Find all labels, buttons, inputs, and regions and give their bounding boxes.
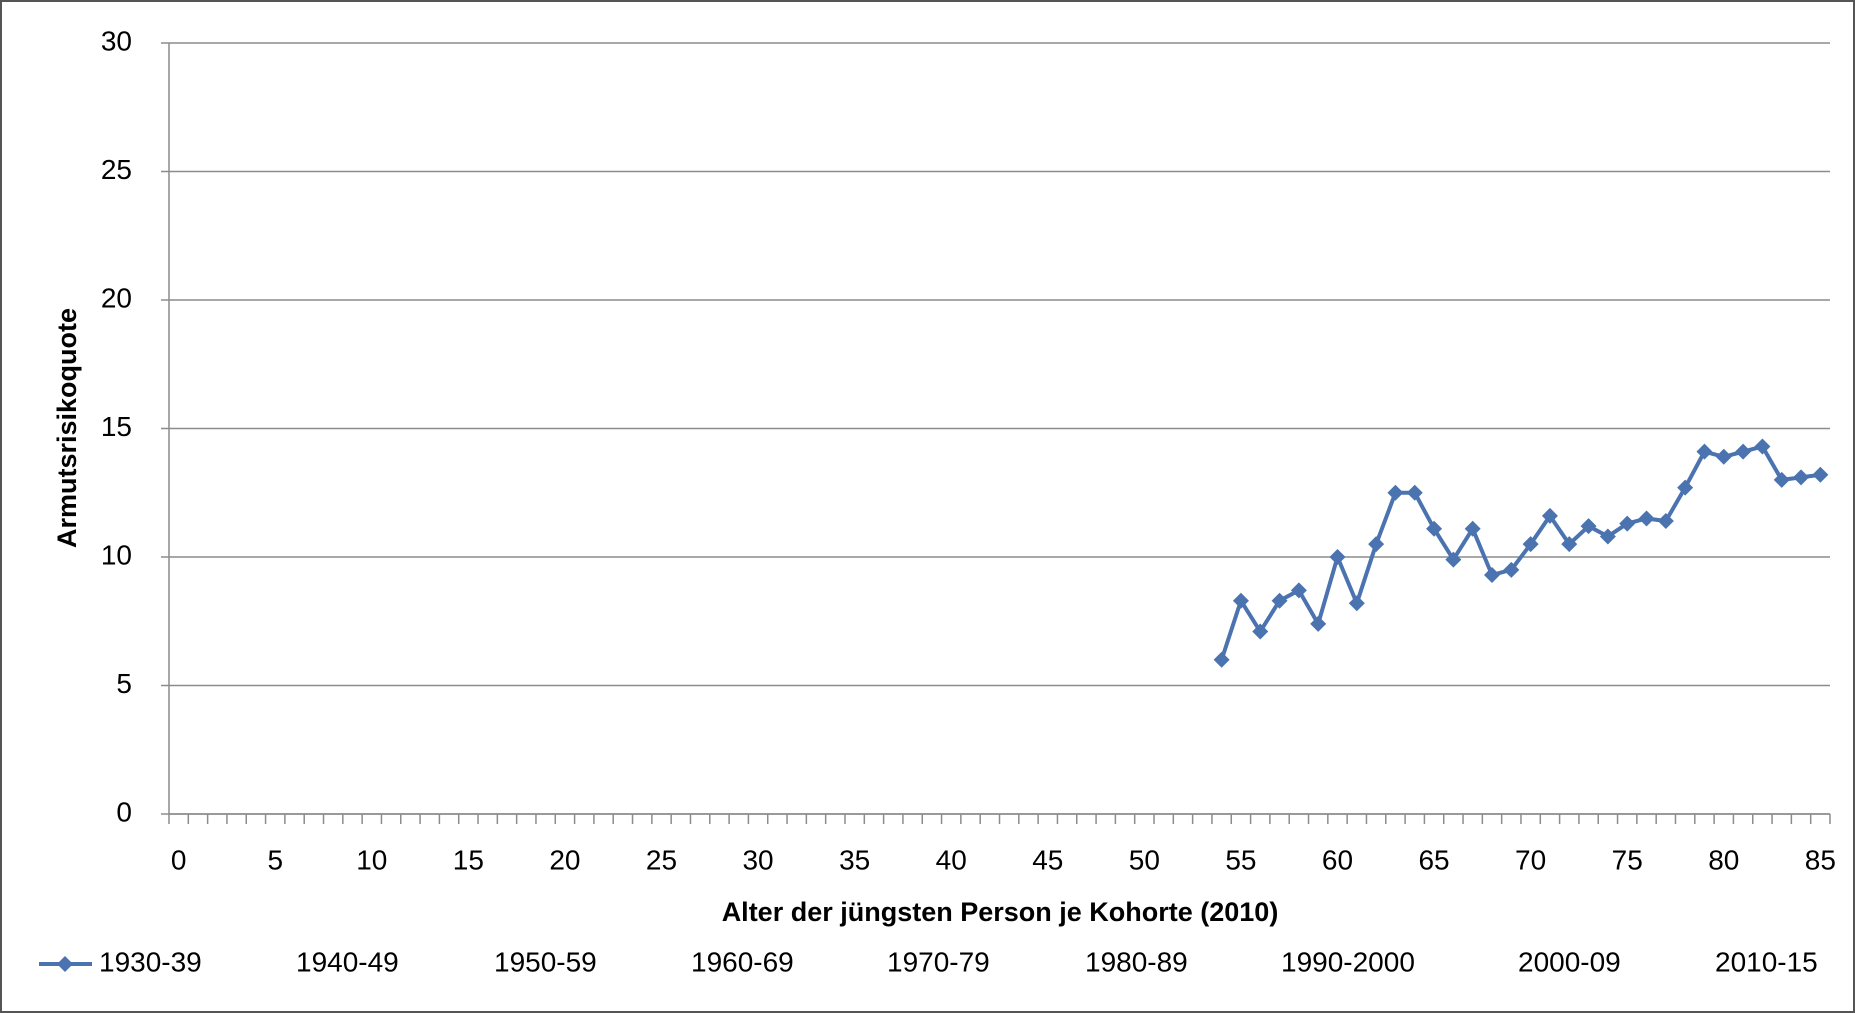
data-point (1426, 520, 1443, 537)
data-point (1677, 479, 1694, 496)
data-point (1484, 566, 1501, 583)
y-tick-label: 10 (101, 539, 132, 570)
x-tick-label: 60 (1322, 844, 1353, 875)
legend-label: 1950-59 (494, 946, 597, 977)
y-tick-label: 5 (116, 668, 132, 699)
data-point (1522, 536, 1539, 553)
y-tick-label: 15 (101, 411, 132, 442)
data-point (1696, 443, 1713, 460)
x-tick-label: 35 (839, 844, 870, 875)
x-tick-label: 25 (646, 844, 677, 875)
y-tick-label: 0 (116, 796, 132, 827)
x-tick-label: 70 (1515, 844, 1546, 875)
data-point (1773, 471, 1790, 488)
data-point (1580, 518, 1597, 535)
legend-label: 1960-69 (691, 946, 794, 977)
legend-label: 1990-2000 (1281, 946, 1415, 977)
data-point (1812, 466, 1829, 483)
x-tick-label: 85 (1805, 844, 1836, 875)
data-point (1657, 513, 1674, 530)
x-tick-label: 50 (1129, 844, 1160, 875)
data-point (1561, 536, 1578, 553)
data-point (1793, 469, 1810, 486)
x-tick-label: 45 (1032, 844, 1063, 875)
legend-label: 1930-39 (99, 946, 202, 977)
data-point (1387, 484, 1404, 501)
data-point (1329, 549, 1346, 565)
x-tick-label: 20 (549, 844, 580, 875)
data-point (1271, 592, 1288, 609)
x-tick-label: 30 (742, 844, 773, 875)
legend-marker (57, 956, 73, 972)
x-tick-label: 15 (453, 844, 484, 875)
data-point (1715, 448, 1732, 465)
y-tick-label: 30 (101, 25, 132, 56)
x-tick-label: 80 (1708, 844, 1739, 875)
data-point (1406, 484, 1423, 501)
legend-label: 1940-49 (296, 946, 399, 977)
x-tick-label: 75 (1612, 844, 1643, 875)
x-tick-label: 0 (171, 844, 187, 875)
legend-label: 2010-15 (1715, 946, 1818, 977)
data-point (1368, 536, 1385, 553)
data-point (1310, 615, 1327, 632)
data-point (1348, 595, 1365, 612)
x-tick-label: 5 (267, 844, 283, 875)
data-point (1541, 507, 1558, 524)
data-point (1290, 582, 1307, 599)
legend-label: 2000-09 (1518, 946, 1621, 977)
y-axis-title: Armutsrisikoquote (52, 308, 82, 548)
x-tick-label: 55 (1225, 844, 1256, 875)
data-point (1638, 510, 1655, 527)
x-tick-label: 10 (356, 844, 387, 875)
x-tick-label: 65 (1418, 844, 1449, 875)
data-point (1619, 515, 1636, 532)
y-tick-label: 25 (101, 154, 132, 185)
x-axis-title: Alter der jüngsten Person je Kohorte (20… (722, 897, 1279, 927)
data-point (1599, 528, 1616, 545)
data-point (1213, 651, 1230, 668)
y-tick-label: 20 (101, 282, 132, 313)
x-tick-label: 40 (936, 844, 967, 875)
legend-label: 1980-89 (1085, 946, 1188, 977)
data-point (1735, 443, 1752, 460)
data-point (1754, 438, 1771, 455)
data-point (1232, 592, 1249, 609)
data-point (1445, 551, 1462, 568)
legend-label: 1970-79 (887, 946, 990, 977)
data-point (1252, 623, 1269, 640)
data-point (1503, 561, 1520, 578)
data-point (1464, 520, 1481, 537)
